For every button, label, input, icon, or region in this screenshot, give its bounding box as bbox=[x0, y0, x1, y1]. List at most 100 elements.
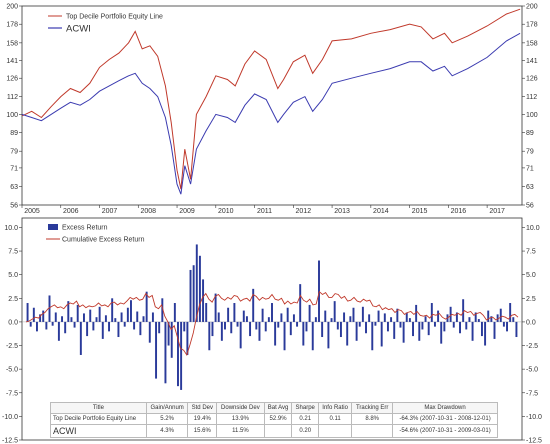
table-cell: 52.9% bbox=[263, 413, 293, 425]
excess-return-bar bbox=[202, 279, 205, 322]
y-tick-label: 5.0 bbox=[8, 272, 18, 279]
excess-return-bar bbox=[57, 321, 60, 341]
excess-return-bar bbox=[468, 317, 471, 322]
excess-return-bar bbox=[198, 255, 201, 322]
excess-return-bar bbox=[255, 321, 258, 330]
excess-return-bar bbox=[396, 308, 399, 322]
y-tick-label: -5.0 bbox=[6, 367, 18, 374]
excess-return-bar bbox=[120, 312, 123, 322]
excess-return-bar bbox=[177, 321, 179, 387]
excess-return-bar bbox=[70, 317, 73, 322]
excess-return-bar bbox=[474, 312, 477, 322]
excess-return-bar bbox=[214, 293, 217, 322]
y-tick-label-right: 63 bbox=[526, 184, 534, 191]
excess-return-bar bbox=[393, 321, 396, 339]
table-header: Gain/Annum bbox=[145, 402, 189, 414]
excess-return-bar bbox=[496, 314, 499, 322]
excess-return-bar bbox=[208, 321, 211, 351]
y-tick-label-right: 7.5 bbox=[526, 249, 536, 256]
excess-return-bar bbox=[302, 321, 305, 346]
excess-return-bar bbox=[167, 321, 170, 346]
excess-return-bar bbox=[377, 310, 380, 322]
excess-return-bar bbox=[230, 321, 233, 334]
table-cell bbox=[317, 424, 353, 438]
y-tick-label: 56 bbox=[10, 203, 18, 210]
excess-return-bar bbox=[311, 321, 314, 351]
excess-return-bar bbox=[39, 314, 42, 322]
excess-return-bar bbox=[283, 321, 286, 351]
excess-return-bar bbox=[45, 321, 48, 330]
excess-return-bar bbox=[408, 318, 411, 322]
y-tick-label-right: 200 bbox=[526, 4, 538, 11]
y-tick-label-right: 141 bbox=[526, 58, 538, 65]
y-tick-label: 158 bbox=[6, 40, 18, 47]
excess-return-bar bbox=[252, 288, 255, 322]
excess-return-bar bbox=[89, 309, 92, 322]
table-cell: 11.5% bbox=[216, 424, 265, 438]
excess-return-bar bbox=[430, 303, 433, 322]
x-tick-label: 2016 bbox=[451, 208, 467, 215]
excess-return-bar bbox=[352, 307, 355, 322]
excess-return-bar bbox=[358, 321, 361, 327]
excess-return-bar bbox=[339, 321, 342, 338]
table-header: Info Ratio bbox=[317, 402, 353, 414]
excess-return-bar bbox=[465, 321, 468, 330]
excess-return-bar bbox=[67, 301, 70, 322]
excess-return-bar bbox=[277, 321, 280, 328]
excess-return-bar bbox=[117, 321, 120, 338]
y-tick-label-right: 178 bbox=[526, 22, 538, 29]
y-tick-label-right: -2.5 bbox=[526, 343, 538, 350]
table-row: ACWI 4.3% 15.6% 11.5% 0.20 -54.6% (2007-… bbox=[50, 424, 498, 438]
legend-label-cumulative: Cumulative Excess Return bbox=[62, 237, 145, 244]
excess-return-bar bbox=[79, 321, 82, 355]
excess-return-bar bbox=[114, 318, 117, 322]
y-tick-label: 89 bbox=[10, 130, 18, 137]
y-tick-label-right: 56 bbox=[526, 203, 534, 210]
excess-return-bar bbox=[161, 298, 164, 322]
y-tick-label-right: 158 bbox=[526, 40, 538, 47]
excess-return-bar bbox=[192, 265, 195, 322]
excess-return-bar bbox=[324, 310, 327, 322]
excess-return-bar bbox=[493, 321, 496, 339]
excess-return-bar bbox=[233, 303, 236, 322]
excess-return-bar bbox=[286, 307, 289, 322]
excess-return-bar bbox=[308, 304, 311, 322]
excess-return-bar bbox=[54, 312, 57, 322]
excess-return-bar bbox=[412, 321, 414, 337]
y-tick-label-right: 100 bbox=[526, 112, 538, 119]
x-tick-label: 2015 bbox=[412, 208, 428, 215]
y-tick-label-right: 126 bbox=[526, 76, 538, 83]
excess-return-bar bbox=[264, 321, 267, 332]
excess-return-bar bbox=[183, 321, 186, 332]
x-axis-labels: 2005 2006 2007 2008 2009 2010 2011 2012 2013 2014… bbox=[24, 208, 505, 215]
y-tick-label: 178 bbox=[6, 22, 18, 29]
excess-return-bar bbox=[189, 269, 192, 322]
y-tick-label: 141 bbox=[6, 58, 18, 65]
plot-frame bbox=[21, 217, 523, 441]
x-tick-label: 2007 bbox=[102, 208, 118, 215]
table-cell: 0.20 bbox=[291, 424, 319, 438]
excess-return-bar bbox=[330, 318, 333, 322]
table-cell bbox=[263, 424, 293, 438]
excess-return-bar bbox=[509, 303, 512, 322]
excess-return-bar bbox=[48, 295, 51, 322]
excess-return-bar bbox=[42, 310, 45, 322]
excess-return-bar bbox=[98, 306, 101, 322]
y-tick-label-right: 89 bbox=[526, 130, 534, 137]
table-cell: 4.3% bbox=[145, 424, 189, 438]
x-tick-label: 2014 bbox=[373, 208, 389, 215]
excess-return-bar bbox=[29, 321, 32, 327]
excess-return-bar bbox=[245, 316, 248, 322]
excess-return-bar bbox=[271, 303, 273, 322]
excess-return-bar bbox=[108, 321, 111, 332]
y-tick-label-right: 5.0 bbox=[526, 272, 536, 279]
excess-return-bar bbox=[405, 312, 408, 322]
excess-return-bar bbox=[186, 321, 189, 355]
excess-return-bar bbox=[365, 321, 367, 334]
excess-return-bar bbox=[86, 321, 89, 337]
excess-return-bar bbox=[512, 317, 515, 322]
x-tick-label: 2017 bbox=[489, 208, 505, 215]
y-tick-label: 0.0 bbox=[8, 319, 18, 326]
excess-return-bar bbox=[111, 298, 114, 322]
y-tick-label-right: 79 bbox=[526, 149, 534, 156]
